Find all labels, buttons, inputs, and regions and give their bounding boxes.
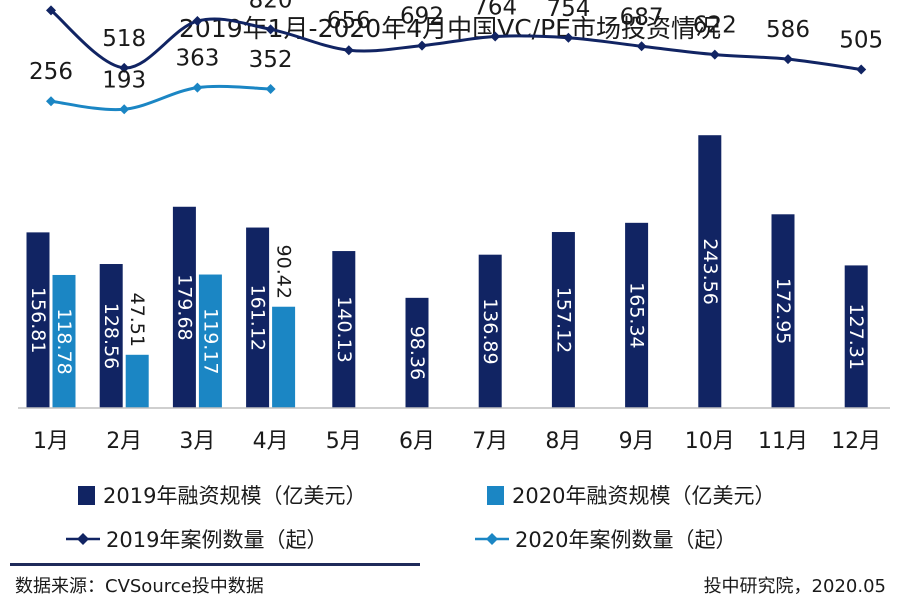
point-cases-2020-3 — [192, 82, 203, 93]
bar-2019-1 — [26, 232, 50, 408]
point-label-cases-2019-8: 754 — [546, 0, 590, 22]
bar-2019-8 — [551, 232, 575, 408]
x-tick-label-2: 2月 — [106, 429, 142, 454]
point-label-cases-2019-4: 820 — [249, 0, 293, 13]
point-cases-2019-1 — [46, 5, 56, 16]
bar-label-2020-3: 119.17 — [199, 308, 221, 374]
bar-2019-5 — [332, 251, 356, 408]
point-cases-2019-12 — [856, 64, 867, 75]
bar-2019-10 — [698, 135, 722, 408]
bar-label-2019-9: 165.34 — [626, 282, 648, 348]
point-label-cases-2019-12: 505 — [839, 27, 883, 53]
bar-label-2019-3: 179.68 — [173, 274, 195, 340]
x-tick-label-11: 11月 — [758, 429, 808, 454]
point-label-cases-2019-2: 518 — [102, 26, 146, 52]
bar-label-2020-1: 118.78 — [53, 308, 75, 374]
point-cases-2019-2 — [119, 62, 130, 73]
bar-2019-3 — [172, 206, 196, 408]
point-label-cases-2019-10: 622 — [693, 13, 737, 39]
point-cases-2019-5 — [343, 45, 354, 56]
point-cases-2019-6 — [417, 40, 427, 51]
bar-2020-3 — [198, 274, 222, 408]
x-tick-label-3: 3月 — [179, 429, 215, 454]
legend-label-2020-cases: 2020年案例数量（起） — [515, 528, 737, 552]
legend-item-2019-funding: 2019年融资规模（亿美元） — [78, 480, 366, 510]
point-cases-2019-3 — [192, 16, 203, 27]
bar-label-2020-2: 47.51 — [126, 293, 148, 347]
bar-2020-2 — [125, 354, 149, 408]
point-cases-2019-11 — [783, 54, 793, 65]
x-tick-label-9: 9月 — [619, 429, 655, 454]
point-label-cases-2019-3: 885 — [175, 0, 219, 5]
x-tick-label-8: 8月 — [545, 429, 581, 454]
point-label-cases-2019-7: 764 — [473, 0, 517, 20]
legend-swatch-2020-funding — [487, 485, 504, 505]
legend-item-2019-cases: 2019年案例数量（起） — [66, 524, 327, 554]
footer-divider — [10, 563, 420, 566]
bar-2020-4 — [272, 306, 296, 408]
legend-label-2019-funding: 2019年融资规模（亿美元） — [103, 484, 367, 508]
point-cases-2019-4 — [265, 24, 276, 35]
x-tick-label-1: 1月 — [33, 429, 69, 454]
bar-label-2019-7: 136.89 — [479, 298, 501, 364]
bar-label-2019-6: 98.36 — [406, 326, 428, 380]
bar-2019-9 — [625, 222, 649, 408]
point-cases-2019-8 — [563, 32, 574, 43]
bar-2019-2 — [99, 264, 123, 408]
bar-label-2019-1: 156.81 — [27, 287, 49, 353]
x-tick-label-6: 6月 — [399, 429, 435, 454]
line-cases-2020 — [50, 84, 271, 112]
point-label-cases-2019-9: 687 — [620, 4, 664, 30]
bars-layer: 156.81 128.56 179.68 161.12 140.13 98.36 136.8… — [26, 135, 868, 408]
bar-2019-11 — [771, 214, 795, 408]
x-tick-label-5: 5月 — [326, 429, 362, 454]
x-tick-labels: 1月 2月 3月 4月 5月 6月 7月 8月 9月 10月 11月 12月 — [33, 429, 881, 454]
legend-label-2020-funding: 2020年融资规模（亿美元） — [512, 484, 776, 508]
bar-label-2019-10: 243.56 — [699, 238, 721, 304]
point-label-cases-2019-5: 656 — [327, 8, 371, 34]
x-tick-label-12: 12月 — [831, 429, 881, 454]
bar-label-2019-4: 161.12 — [247, 285, 269, 351]
point-label-cases-2020-2: 193 — [102, 67, 146, 93]
x-tick-label-10: 10月 — [685, 429, 735, 454]
legend-marker-2020-cases — [475, 533, 509, 545]
lines-layer: 9695188858206566927647546876225865052561… — [29, 0, 883, 115]
footer-source: 数据来源：CVSource投中数据 — [15, 576, 264, 597]
legend-label-2019-cases: 2019年案例数量（起） — [106, 528, 328, 552]
bar-2019-6 — [405, 297, 429, 408]
point-label-cases-2020-3: 363 — [175, 46, 219, 72]
point-label-cases-2020-4: 352 — [249, 47, 293, 73]
point-label-cases-2019-11: 586 — [766, 17, 810, 43]
bar-label-2019-8: 157.12 — [552, 287, 574, 353]
point-label-cases-2019-6: 692 — [400, 4, 444, 30]
legend-swatch-2019-funding — [78, 485, 95, 505]
legend-item-2020-cases: 2020年案例数量（起） — [475, 524, 736, 554]
legend-item-2020-funding: 2020年融资规模（亿美元） — [487, 480, 775, 510]
bar-label-2019-5: 140.13 — [333, 296, 355, 362]
footer-publisher: 投中研究院，2020.05 — [703, 576, 886, 597]
point-cases-2020-4 — [265, 83, 276, 94]
point-cases-2019-7 — [490, 31, 501, 42]
bar-2020-1 — [52, 274, 76, 408]
x-tick-label-4: 4月 — [253, 429, 289, 454]
legend-marker-2019-cases — [66, 533, 100, 545]
point-label-cases-2020-1: 256 — [29, 59, 73, 85]
bar-label-2020-4: 90.42 — [273, 245, 295, 299]
bar-label-2019-12: 127.31 — [845, 303, 867, 369]
x-tick-label-7: 7月 — [472, 429, 508, 454]
bar-2019-4 — [246, 227, 270, 408]
bar-2019-7 — [478, 254, 502, 408]
bar-2019-12 — [844, 265, 868, 408]
point-cases-2019-10 — [709, 49, 720, 60]
bar-label-2019-2: 128.56 — [100, 303, 122, 369]
point-cases-2019-9 — [636, 41, 647, 52]
bar-label-2019-11: 172.95 — [772, 278, 794, 344]
point-cases-2020-2 — [119, 104, 130, 115]
point-cases-2020-1 — [46, 96, 56, 107]
